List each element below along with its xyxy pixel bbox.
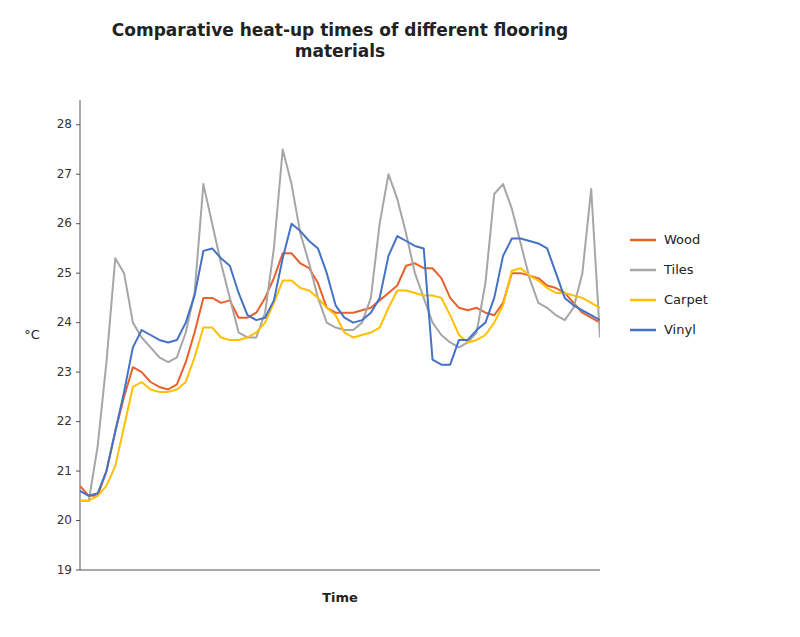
x-axis (80, 570, 600, 571)
series-line (80, 268, 600, 501)
y-tick (76, 124, 80, 125)
y-tick (76, 174, 80, 175)
y-tick (76, 273, 80, 274)
legend: Wood Tiles Carpet Vinyl (630, 232, 708, 337)
y-tick (76, 372, 80, 373)
legend-swatch (630, 239, 656, 242)
y-tick (76, 223, 80, 224)
title: Comparative heat-up times of different f… (112, 20, 568, 61)
series-line (80, 224, 600, 496)
y-tick-label: 26 (57, 216, 72, 230)
series-line (80, 253, 600, 495)
y-tick-label: 28 (57, 117, 72, 131)
y-tick-label: 19 (57, 563, 72, 577)
y-tick (76, 520, 80, 521)
x-axis-label: Time (322, 590, 358, 605)
legend-swatch (630, 269, 656, 272)
y-axis-label: °C (24, 327, 40, 342)
y-tick (76, 322, 80, 323)
y-tick-label: 27 (57, 167, 72, 181)
series-line (80, 149, 600, 500)
y-tick (76, 471, 80, 472)
chart: Comparative heat-up times of different f… (0, 0, 800, 637)
legend-label: Carpet (664, 292, 708, 307)
y-tick (76, 570, 80, 571)
y-tick-label: 22 (57, 414, 72, 428)
title-line: Comparative heat-up times of different f… (112, 20, 568, 40)
y-tick-label: 20 (57, 513, 72, 527)
y-tick-label: 24 (57, 315, 72, 329)
plot-area (80, 149, 600, 500)
y-tick-label: 23 (57, 365, 72, 379)
legend-label: Tiles (663, 262, 694, 277)
y-tick-label: 25 (57, 266, 72, 280)
y-tick (76, 421, 80, 422)
legend-swatch (630, 329, 656, 332)
legend-swatch (630, 299, 656, 302)
legend-label: Vinyl (664, 322, 696, 337)
y-tick-label: 21 (57, 464, 72, 478)
title-line: materials (295, 41, 385, 61)
legend-label: Wood (664, 232, 700, 247)
y-axis (80, 100, 81, 570)
